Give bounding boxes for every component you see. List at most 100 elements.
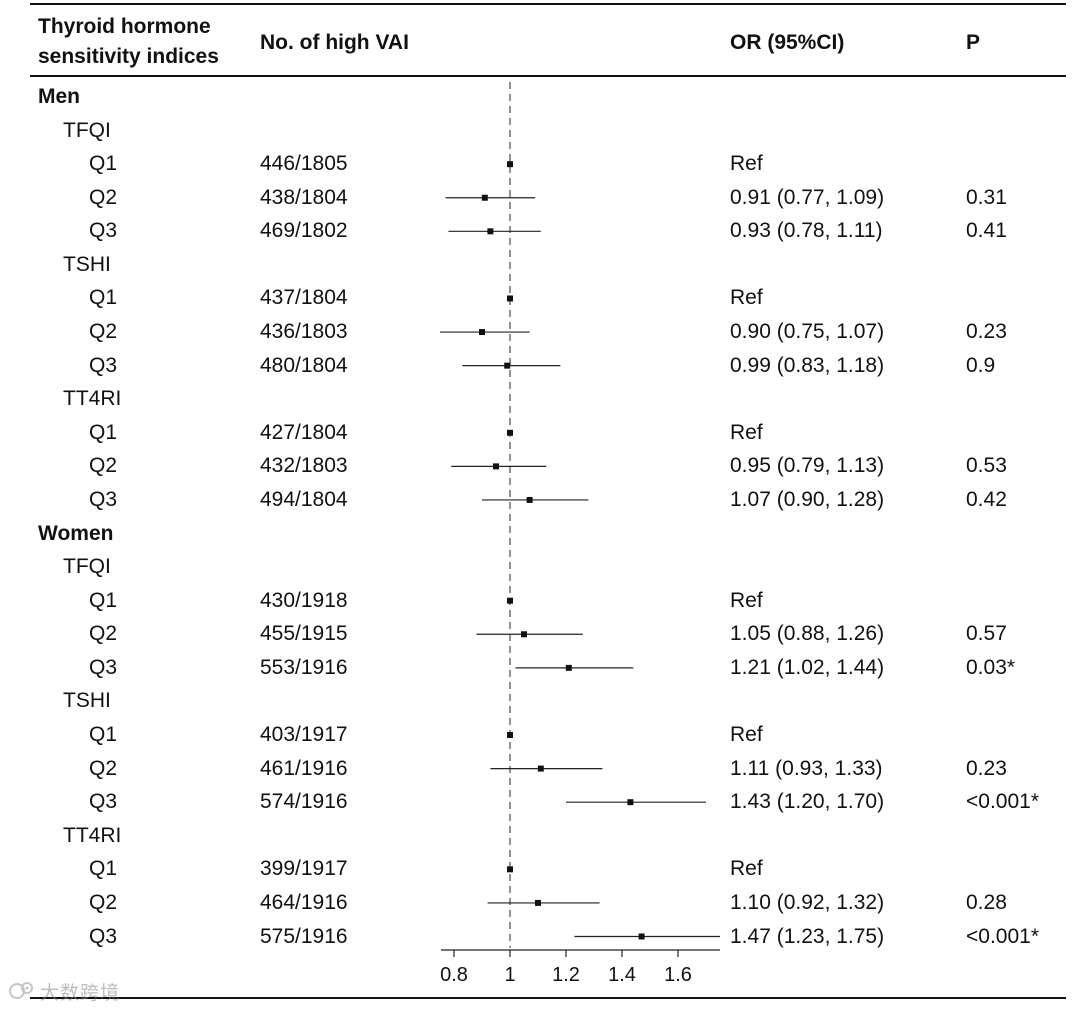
or-cell: 1.10 (0.92, 1.32) <box>730 890 885 914</box>
count-cell: 437/1804 <box>260 286 348 310</box>
point-estimate <box>507 866 513 873</box>
header-indices: Thyroid hormone sensitivity indices <box>38 15 219 68</box>
count-cell: 480/1804 <box>260 353 348 377</box>
p-value-cell: 0.57 <box>966 622 1007 646</box>
or-cell: 1.47 (1.23, 1.75) <box>730 924 885 948</box>
point-estimate <box>526 496 533 503</box>
quartile-label: Q3 <box>89 655 118 679</box>
quartile-label: Q3 <box>89 219 118 243</box>
point-estimate <box>521 631 527 638</box>
p-value-cell: <0.001* <box>966 790 1039 814</box>
point-estimate <box>493 463 499 470</box>
point-estimate <box>507 732 513 739</box>
quartile-label: Q2 <box>89 890 118 914</box>
or-cell: 0.99 (0.83, 1.18) <box>730 353 885 377</box>
index-label: TFQI <box>63 555 111 579</box>
quartile-label: Q2 <box>89 454 118 478</box>
x-tick-label: 0.8 <box>440 964 468 986</box>
index-label: TT4RI <box>63 823 122 847</box>
or-cell: 1.07 (0.90, 1.28) <box>730 487 885 511</box>
point-estimate <box>504 362 511 369</box>
or-cell: 1.05 (0.88, 1.26) <box>730 622 885 646</box>
header-count: No. of high VAI <box>260 31 409 54</box>
p-value-cell: 0.53 <box>966 454 1007 478</box>
index-label: TSHI <box>63 252 111 276</box>
point-estimate <box>535 899 541 906</box>
quartile-label: Q3 <box>89 924 118 948</box>
or-cell: 1.21 (1.02, 1.44) <box>730 655 885 679</box>
index-label: TFQI <box>63 118 111 142</box>
or-cell: 1.11 (0.93, 1.33) <box>730 756 883 780</box>
count-cell: 574/1916 <box>260 790 348 814</box>
count-cell: 427/1804 <box>260 420 348 444</box>
p-value-cell: 0.9 <box>966 353 996 377</box>
quartile-label: Q3 <box>89 487 118 511</box>
or-cell: 0.93 (0.78, 1.11) <box>730 219 883 243</box>
count-cell: 438/1804 <box>260 185 348 209</box>
count-cell: 575/1916 <box>260 924 348 948</box>
point-estimate <box>487 228 494 235</box>
x-tick-label: 1.2 <box>552 964 580 986</box>
quartile-label: Q3 <box>89 790 118 814</box>
point-estimate <box>537 765 544 772</box>
watermark-logo-icon <box>9 982 33 999</box>
header-or: OR (95%CI) <box>730 31 845 54</box>
count-cell: 430/1918 <box>260 588 348 612</box>
or-cell: Ref <box>730 588 763 612</box>
index-label: TT4RI <box>63 387 122 411</box>
or-cell: 0.90 (0.75, 1.07) <box>730 320 885 344</box>
count-cell: 455/1915 <box>260 622 348 646</box>
p-value-cell: 0.41 <box>966 219 1007 243</box>
count-cell: 403/1917 <box>260 723 348 747</box>
count-cell: 432/1803 <box>260 454 348 478</box>
table-bottom-rule <box>30 997 1066 999</box>
count-cell: 461/1916 <box>260 756 348 780</box>
index-label: TSHI <box>63 689 111 713</box>
count-cell: 446/1805 <box>260 152 348 176</box>
count-cell: 436/1803 <box>260 320 348 344</box>
p-value-cell: 0.28 <box>966 890 1007 914</box>
header-rule <box>30 75 1066 77</box>
quartile-label: Q1 <box>89 857 118 881</box>
count-cell: 469/1802 <box>260 219 348 243</box>
p-value-cell: 0.23 <box>966 756 1007 780</box>
point-estimate <box>627 799 634 806</box>
count-cell: 399/1917 <box>260 857 348 881</box>
quartile-label: Q1 <box>89 286 118 310</box>
quartile-label: Q2 <box>89 622 118 646</box>
point-estimate <box>507 429 513 436</box>
x-tick-label: 1 <box>504 964 515 986</box>
or-cell: 1.43 (1.20, 1.70) <box>730 790 885 814</box>
p-value-cell: 0.31 <box>966 185 1007 209</box>
x-tick-label: 1.4 <box>608 964 636 986</box>
count-cell: 494/1804 <box>260 487 348 511</box>
quartile-label: Q1 <box>89 420 118 444</box>
count-cell: 553/1916 <box>260 655 348 679</box>
quartile-label: Q1 <box>89 152 118 176</box>
group-label: Women <box>38 521 114 545</box>
header-p: P <box>966 31 981 54</box>
point-estimate <box>481 194 488 201</box>
group-label: Men <box>38 85 80 108</box>
or-cell: Ref <box>730 857 763 881</box>
or-cell: Ref <box>730 723 763 747</box>
quartile-label: Q2 <box>89 756 118 780</box>
point-estimate <box>507 161 513 168</box>
or-cell: Ref <box>730 152 763 176</box>
quartile-label: Q1 <box>89 723 118 747</box>
p-value-cell: 0.23 <box>966 320 1007 344</box>
or-cell: 0.95 (0.79, 1.13) <box>730 454 885 478</box>
watermark: 大数跨境 <box>8 978 120 1004</box>
watermark-text: 大数跨境 <box>40 982 121 1004</box>
or-cell: Ref <box>730 286 763 310</box>
point-estimate <box>638 933 645 940</box>
p-value-cell: 0.03* <box>966 655 1016 679</box>
or-cell: Ref <box>730 420 763 444</box>
point-estimate <box>507 295 513 302</box>
table-top-rule <box>30 3 1066 5</box>
point-estimate <box>507 597 513 604</box>
or-cell: 0.91 (0.77, 1.09) <box>730 185 885 209</box>
p-value-cell: <0.001* <box>966 924 1039 948</box>
